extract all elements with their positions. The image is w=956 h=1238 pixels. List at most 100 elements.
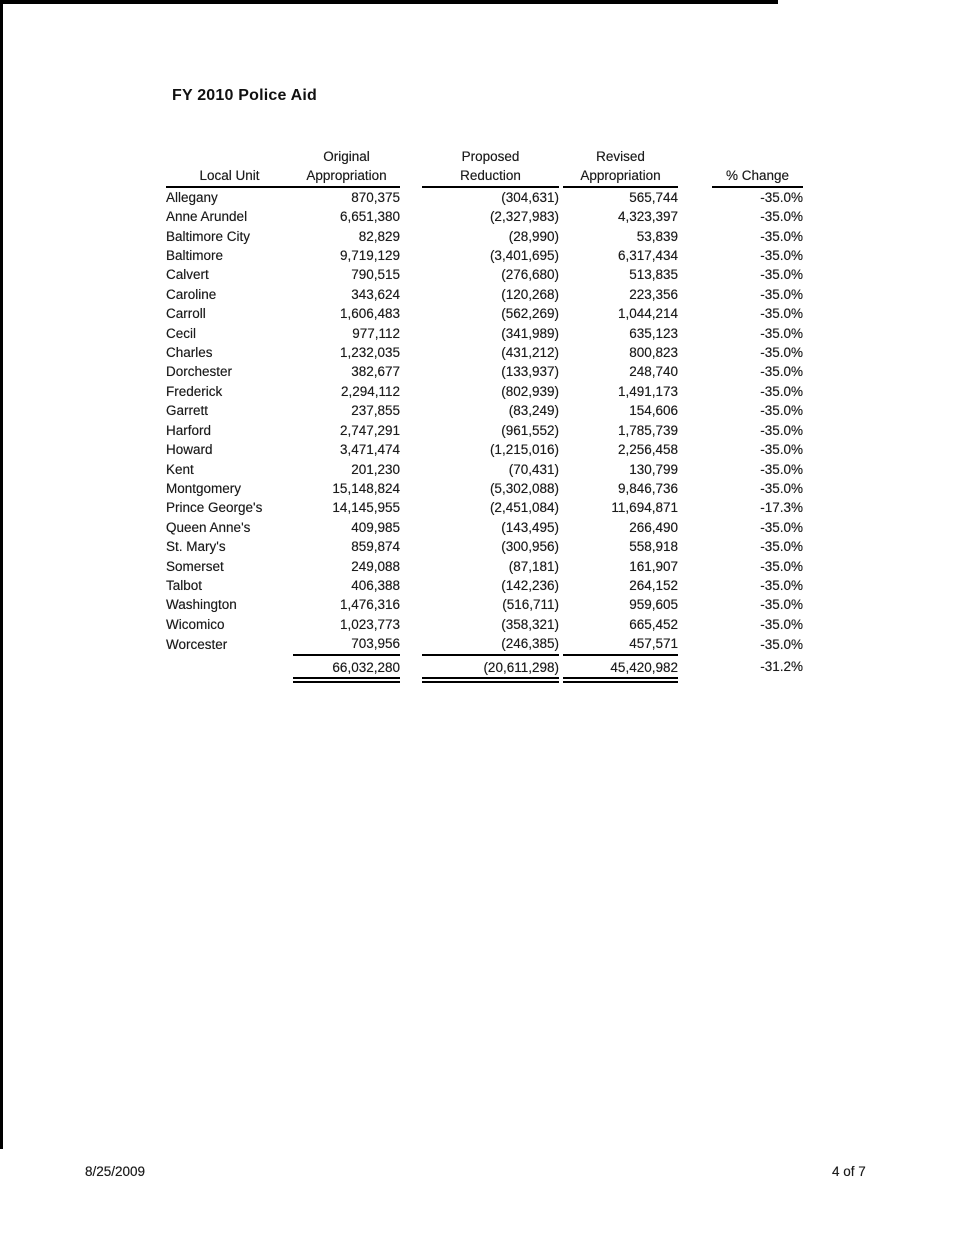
cell-revised: 264,152: [629, 577, 678, 593]
spacer: [400, 634, 422, 654]
spacer: [678, 304, 712, 323]
spacer: [678, 147, 712, 166]
cell-revised: 1,491,173: [617, 383, 678, 399]
cell-reduction: (83,249): [508, 403, 559, 419]
table-row: Prince George's 14,145,955 (2,451,084) 11,6…: [166, 498, 803, 517]
spacer: [678, 557, 712, 576]
cell-revised: 223,356: [629, 286, 678, 302]
cell-original: 1,232,035: [339, 345, 400, 361]
spacer: [678, 479, 712, 498]
cell-revised: 154,606: [629, 403, 678, 419]
cell-revised: 1,785,739: [617, 422, 678, 438]
table-row: Anne Arundel 6,651,380 (2,327,983) 4,323,39…: [166, 207, 803, 226]
header-row-2: Local Unit Appropriation Reduction Appro…: [166, 166, 803, 188]
scan-artifact-left-border: [0, 0, 3, 1149]
cell-revised: 53,839: [636, 228, 678, 244]
cell-local-unit: Anne Arundel: [166, 209, 248, 225]
cell-pct-change: -35.0%: [760, 597, 803, 613]
cell-original: 859,874: [351, 539, 400, 555]
cell-reduction: (802,939): [501, 383, 559, 399]
cell-reduction: (276,680): [501, 267, 559, 283]
cell-reduction: (2,451,084): [489, 500, 559, 516]
cell-reduction: (28,990): [508, 228, 559, 244]
cell-pct-change: -17.3%: [760, 500, 803, 516]
cell-revised: 130,799: [629, 461, 678, 477]
spacer: [400, 440, 422, 459]
cell-original: 1,023,773: [339, 616, 400, 632]
cell-original: 343,624: [351, 286, 400, 302]
table-row: Montgomery 15,148,824 (5,302,088) 9,846,736…: [166, 479, 803, 498]
cell-original: 2,747,291: [339, 422, 400, 438]
cell-local-unit: Wicomico: [166, 616, 225, 632]
cell-reduction: (3,401,695): [489, 248, 559, 264]
cell-revised: 248,740: [629, 364, 678, 380]
cell-revised: 800,823: [629, 345, 678, 361]
header-local-unit: Local Unit: [166, 166, 293, 188]
spacer: [678, 421, 712, 440]
cell-local-unit: Harford: [166, 422, 212, 438]
spacer: [400, 460, 422, 479]
cell-local-unit: Queen Anne's: [166, 519, 251, 535]
cell-revised: 2,256,458: [617, 442, 678, 458]
cell-local-unit: Cecil: [166, 325, 197, 341]
cell-revised: 558,918: [629, 539, 678, 555]
spacer: [400, 362, 422, 381]
table-row: Garrett 237,855 (83,249) 154,606 -35.0%: [166, 401, 803, 420]
spacer: [400, 518, 422, 537]
cell-revised: 565,744: [629, 189, 678, 205]
cell-revised: 11,694,871: [611, 500, 678, 516]
table-row: St. Mary's 859,874 (300,956) 558,918 -35.0%: [166, 537, 803, 556]
table-row: Somerset 249,088 (87,181) 161,907 -35.0%: [166, 557, 803, 576]
cell-pct-change: -35.0%: [760, 480, 803, 496]
spacer: [678, 440, 712, 459]
cell-reduction: (87,181): [508, 558, 559, 574]
cell-local-unit: Montgomery: [166, 480, 242, 496]
table-row: Frederick 2,294,112 (802,939) 1,491,173 -35.…: [166, 382, 803, 401]
cell-original: 9,719,129: [339, 248, 400, 264]
total-revised: 45,420,982: [563, 654, 678, 683]
table-row: Caroline 343,624 (120,268) 223,356 -35.0%: [166, 285, 803, 304]
cell-revised: 959,605: [629, 597, 678, 613]
cell-reduction: (70,431): [508, 461, 559, 477]
spacer: [678, 634, 712, 654]
cell-local-unit: Washington: [166, 597, 237, 613]
header-spacer: [166, 147, 293, 166]
cell-local-unit: Somerset: [166, 558, 224, 574]
cell-revised: 1,044,214: [617, 306, 678, 322]
spacer: [400, 304, 422, 323]
spacer: [678, 576, 712, 595]
spacer: [400, 147, 422, 166]
cell-local-unit: Worcester: [166, 636, 228, 652]
cell-pct-change: -35.0%: [760, 209, 803, 225]
header-pct-change: % Change: [712, 166, 803, 188]
cell-revised: 9,846,736: [617, 480, 678, 496]
header-proposed-line1: Proposed: [461, 149, 520, 164]
table-row: Howard 3,471,474 (1,215,016) 2,256,458 -35.0…: [166, 440, 803, 459]
table-row: Allegany 870,375 (304,631) 565,744 -35.0%: [166, 187, 803, 207]
cell-original: 703,956: [293, 634, 400, 656]
cell-pct-change: -35.0%: [760, 577, 803, 593]
header-original-line2: Appropriation: [293, 166, 400, 188]
cell-reduction: (120,268): [501, 286, 559, 302]
cell-reduction: (562,269): [501, 306, 559, 322]
spacer: [678, 401, 712, 420]
document-title: FY 2010 Police Aid: [172, 87, 317, 104]
cell-original: 1,476,316: [339, 597, 400, 613]
cell-pct-change: -35.0%: [760, 286, 803, 302]
cell-original: 3,471,474: [339, 442, 400, 458]
spacer: [678, 595, 712, 614]
cell-reduction: (516,711): [502, 597, 559, 613]
total-pct-change: -31.2%: [760, 658, 803, 674]
cell-original: 977,112: [352, 325, 400, 341]
table-row: Kent 201,230 (70,431) 130,799 -35.0%: [166, 460, 803, 479]
table-row: Worcester 703,956 (246,385) 457,571 -35.0%: [166, 634, 803, 656]
cell-revised: 4,323,397: [617, 209, 678, 225]
cell-local-unit: Baltimore City: [166, 228, 251, 244]
cell-local-unit: Calvert: [166, 267, 209, 283]
cell-reduction: (358,321): [501, 616, 559, 632]
spacer: [678, 324, 712, 343]
header-proposed-line2: Reduction: [422, 166, 559, 188]
scan-artifact-top-border: [0, 0, 778, 4]
cell-pct-change: -35.0%: [760, 519, 803, 535]
